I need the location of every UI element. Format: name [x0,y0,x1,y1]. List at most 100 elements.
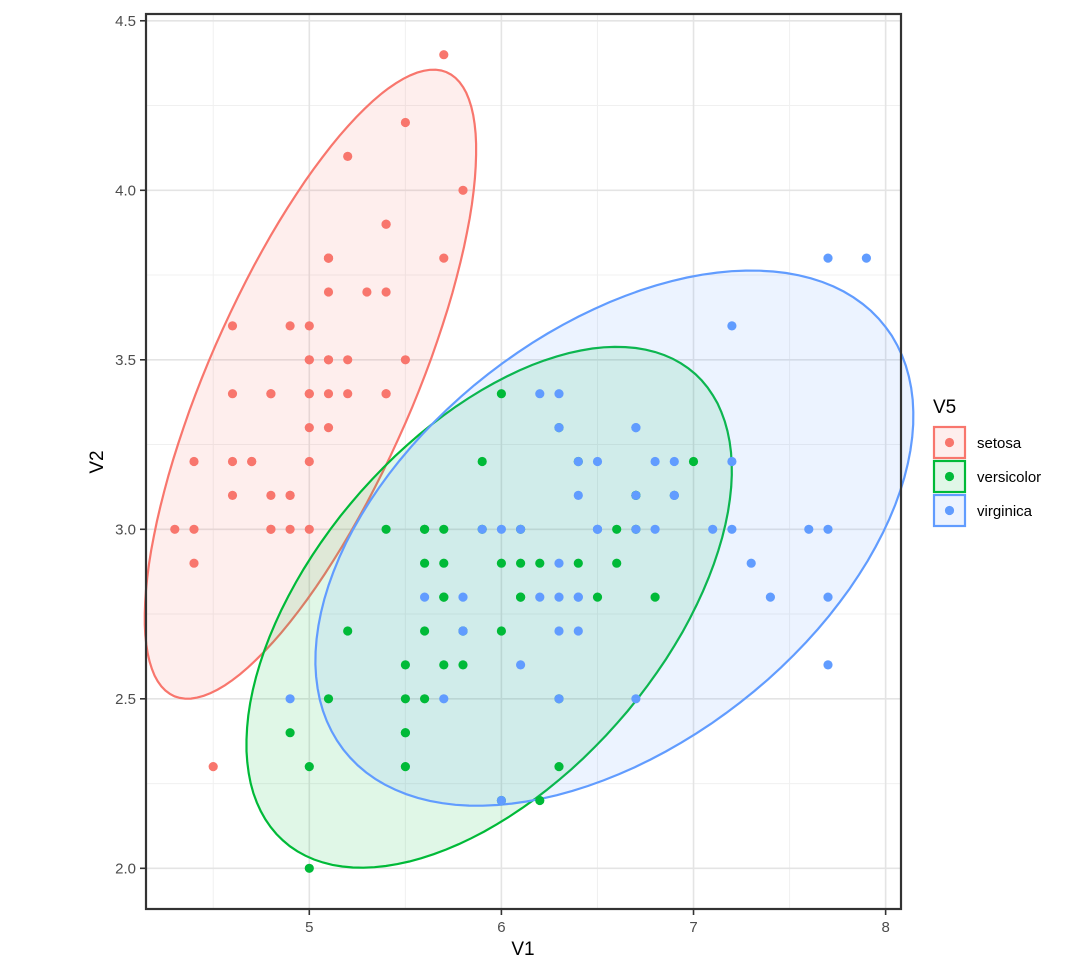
y-tick-label: 2.5 [115,691,136,708]
point-setosa [266,524,276,534]
point-versicolor [592,592,603,602]
point-setosa [189,558,199,568]
x-tick-label: 8 [881,919,889,936]
point-virginica [554,389,564,399]
point-virginica [823,592,833,602]
point-setosa [170,524,180,534]
point-setosa [227,389,238,399]
point-setosa [227,490,238,500]
point-virginica [669,490,679,500]
point-versicolor [516,558,526,568]
point-setosa [343,389,353,399]
point-virginica [420,592,430,602]
point-virginica [823,253,833,263]
point-setosa [362,287,372,297]
point-versicolor [496,389,506,399]
point-versicolor [400,728,410,738]
point-setosa [323,355,334,365]
point-versicolor [439,660,449,670]
point-setosa [439,253,449,263]
point-versicolor [573,558,583,568]
point-virginica [650,456,660,467]
point-versicolor [458,660,468,670]
point-setosa [285,524,295,534]
point-versicolor [535,558,545,568]
point-virginica [496,524,506,534]
point-versicolor [688,456,699,467]
point-versicolor [477,456,487,467]
point-setosa [381,219,391,229]
point-virginica [477,524,487,534]
point-virginica [708,524,718,534]
point-layer [170,50,872,873]
plot-background [146,14,901,909]
point-setosa [189,524,199,534]
point-setosa [266,389,276,399]
point-versicolor [535,795,545,806]
legend-label-virginica: virginica [977,503,1033,520]
legend-title: V5 [933,397,956,418]
point-virginica [496,795,506,806]
point-versicolor [323,694,334,704]
point-setosa [304,389,314,399]
point-versicolor [439,592,449,602]
point-setosa [400,117,410,128]
point-versicolor [420,558,430,568]
point-versicolor [400,694,410,704]
y-tick-label: 3.5 [115,352,136,369]
point-virginica [592,456,603,467]
point-virginica [631,694,641,704]
point-versicolor [650,592,660,602]
point-virginica [727,524,737,534]
point-virginica [861,253,872,263]
y-tick-label: 3.0 [115,521,136,538]
ellipse-setosa [143,68,478,700]
point-virginica [765,592,776,602]
point-setosa [266,490,276,500]
point-setosa [439,50,449,60]
point-setosa [458,185,468,195]
point-virginica [669,456,679,467]
point-versicolor [304,762,314,772]
point-virginica [746,558,756,568]
ellipse-versicolor [245,345,733,869]
point-versicolor [343,626,353,636]
x-tick-label: 7 [689,919,697,936]
legend-key-virginica [932,493,967,528]
point-setosa [189,456,199,467]
point-setosa [323,287,334,297]
point-versicolor [400,660,410,670]
point-virginica [285,694,295,704]
legend-label-setosa: setosa [977,435,1022,452]
legend: V5 setosa versicolor virginica [932,397,1041,528]
point-virginica [823,660,833,670]
point-versicolor [420,694,430,704]
point-setosa [381,287,391,297]
plot-panel-border [144,12,903,911]
legend-marker-virginica [944,505,955,516]
y-axis-ticks: 2.0 2.5 3.0 3.5 4.0 4.5 [115,13,146,877]
legend-label-versicolor: versicolor [977,469,1041,486]
point-setosa [304,321,314,331]
y-axis-title: V2 [87,450,108,473]
point-virginica [554,694,564,704]
point-virginica [573,490,583,500]
point-setosa [343,151,353,161]
point-setosa [285,490,295,500]
point-versicolor [400,762,410,772]
point-versicolor [439,524,449,534]
point-versicolor [612,558,622,568]
point-virginica [573,456,583,467]
point-setosa [285,321,295,331]
point-setosa [304,524,314,534]
point-setosa [400,355,410,365]
point-versicolor [496,626,506,636]
point-versicolor [285,728,295,738]
point-setosa [343,355,353,365]
point-virginica [631,423,641,433]
point-virginica [650,524,660,534]
legend-marker-versicolor [944,471,955,482]
point-virginica [516,524,526,534]
ellipse-virginica [314,269,915,807]
